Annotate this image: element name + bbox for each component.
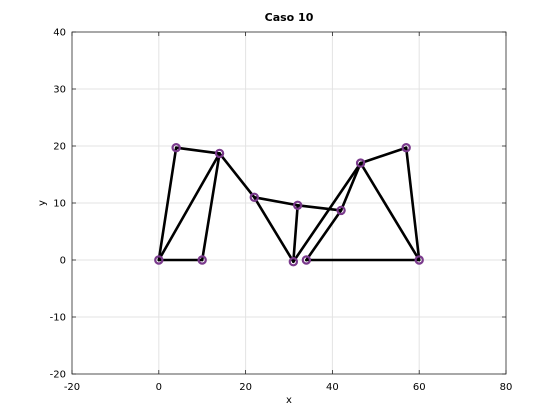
truss-node <box>292 200 303 210</box>
truss-edge <box>359 161 421 262</box>
y-tick-label: -20 <box>50 370 66 381</box>
ticks: -20 0 20 40 60 80 -20 -10 0 10 20 30 40 <box>50 28 513 394</box>
truss-edge <box>404 146 421 262</box>
y-tick-label: 20 <box>53 142 66 153</box>
truss-node <box>301 255 312 265</box>
truss-node <box>171 143 181 153</box>
truss-edge <box>359 146 408 165</box>
truss-edge <box>157 152 221 262</box>
truss-node <box>401 143 411 153</box>
x-tick-label: 0 <box>156 382 162 393</box>
truss-edge <box>252 196 299 207</box>
truss-edge <box>296 203 343 212</box>
y-tick-label: 30 <box>53 85 66 96</box>
y-tick-label: 40 <box>53 28 66 39</box>
truss-edge <box>292 161 362 264</box>
truss-edge <box>292 203 299 264</box>
y-tick-label: 10 <box>53 199 66 210</box>
truss-edge <box>218 152 256 199</box>
x-axis-label: x <box>286 395 292 406</box>
truss-edge <box>305 209 343 262</box>
truss-node <box>414 255 424 265</box>
truss-edge <box>200 152 221 262</box>
truss-edge <box>174 146 221 155</box>
truss-node <box>214 148 225 159</box>
truss-edge <box>252 196 295 264</box>
truss-edge <box>339 161 362 212</box>
truss-node <box>154 255 164 265</box>
y-tick-label: 0 <box>60 256 66 267</box>
truss-nodes <box>154 143 424 267</box>
truss-node <box>355 158 366 168</box>
truss-node <box>336 205 346 216</box>
x-tick-label: 40 <box>326 382 339 393</box>
truss-node <box>288 257 299 267</box>
y-tick-label: -10 <box>50 313 66 324</box>
truss-edges <box>157 146 421 264</box>
x-tick-label: -20 <box>64 382 80 393</box>
truss-node <box>197 255 207 265</box>
chart-title: Caso 10 <box>265 11 314 24</box>
x-tick-label: 60 <box>413 382 426 393</box>
x-tick-label: 80 <box>500 382 513 393</box>
truss-edge <box>157 146 178 262</box>
truss-node <box>249 192 259 202</box>
y-axis-label: y <box>37 200 48 206</box>
x-tick-label: 20 <box>239 382 252 393</box>
